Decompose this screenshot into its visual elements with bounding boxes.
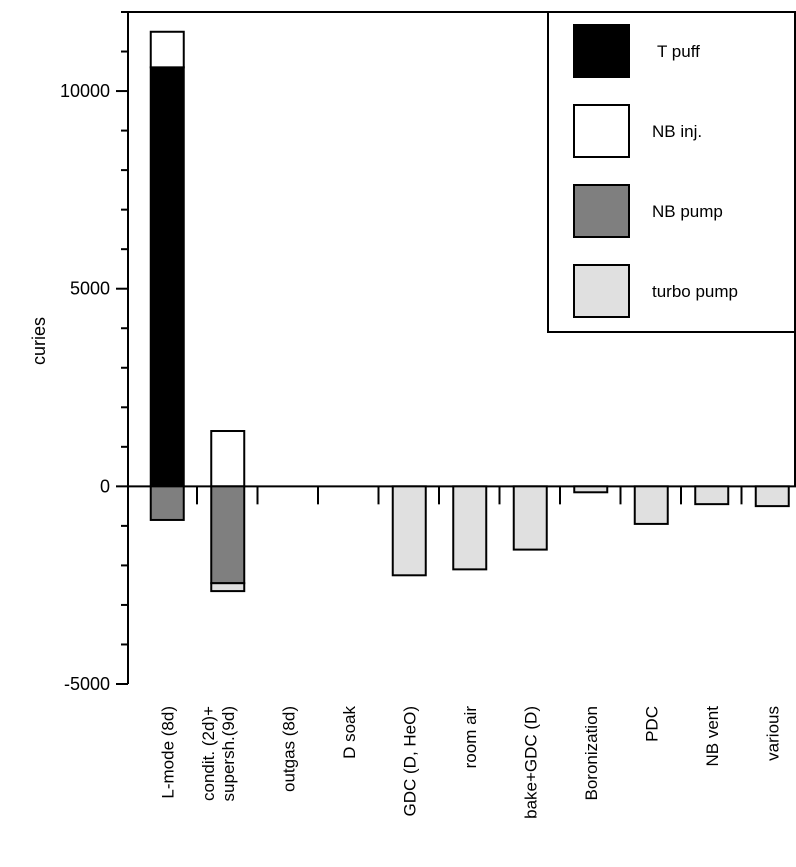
bar-turbo-pump-5 [391,485,427,577]
bar-turbo-pump-6 [452,485,488,571]
bar-turbo-pump-10 [694,485,730,506]
bar-turbo-pump-2 [210,582,246,593]
category-label-line: outgas (8d) [279,706,298,792]
bar-turbo-pump-8 [573,485,609,494]
category-label-line: bake+GDC (D) [521,706,540,819]
category-label: PDC [642,706,661,742]
category-label: room air [461,706,480,769]
category-label: D soak [340,706,359,759]
category-label: outgas (8d) [279,706,298,792]
category-label-line: L-mode (8d) [158,706,177,799]
bar-turbo-pump-11 [754,485,790,508]
legend-swatch [573,264,630,318]
y-tick-label: -5000 [64,674,110,694]
bars [149,30,790,593]
category-labels: L-mode (8d) condit. (2d)+ supersh.(9d) outg… [158,706,782,819]
category-label: bake+GDC (D) [521,706,540,819]
category-label: GDC (D, HeO) [400,706,419,817]
legend-label: T puff [657,42,700,61]
bar-nb-pump-1 [149,485,185,521]
category-label: various [763,706,782,761]
category-label: NB vent [703,706,722,767]
bar-nb-inj-2 [210,430,246,488]
bar-t-puff-1 [149,66,185,488]
bar-nb-inj-1 [149,30,185,69]
bar-turbo-pump-9 [633,485,669,525]
category-label-line: NB vent [703,706,722,767]
legend-swatch [573,24,630,78]
category-label: condit. (2d)+ supersh.(9d) [199,706,238,801]
legend-label: NB pump [652,202,723,221]
legend: T puff NB inj. NB pump turbo pump [547,11,796,333]
category-label-line: PDC [642,706,661,742]
category-label-line: condit. (2d)+ [199,706,218,801]
legend-label: turbo pump [652,282,738,301]
y-tick-label: 5000 [70,279,110,299]
category-label-line: GDC (D, HeO) [400,706,419,817]
y-tick-label: 0 [100,476,110,496]
category-label: L-mode (8d) [158,706,177,799]
category-label-line: room air [461,706,480,769]
y-axis-label: curies [29,317,49,365]
y-tick-label: 10000 [60,81,110,101]
bar-turbo-pump-7 [512,485,548,551]
bar-nb-pump-2 [210,485,246,585]
category-label-line: D soak [340,706,359,759]
category-label-line: supersh.(9d) [219,706,238,801]
category-label: Boronization [582,706,601,801]
legend-swatch [573,104,630,158]
legend-label: NB inj. [652,122,702,141]
legend-swatch [573,184,630,238]
category-label-line: Boronization [582,706,601,801]
category-label-line: various [763,706,782,761]
